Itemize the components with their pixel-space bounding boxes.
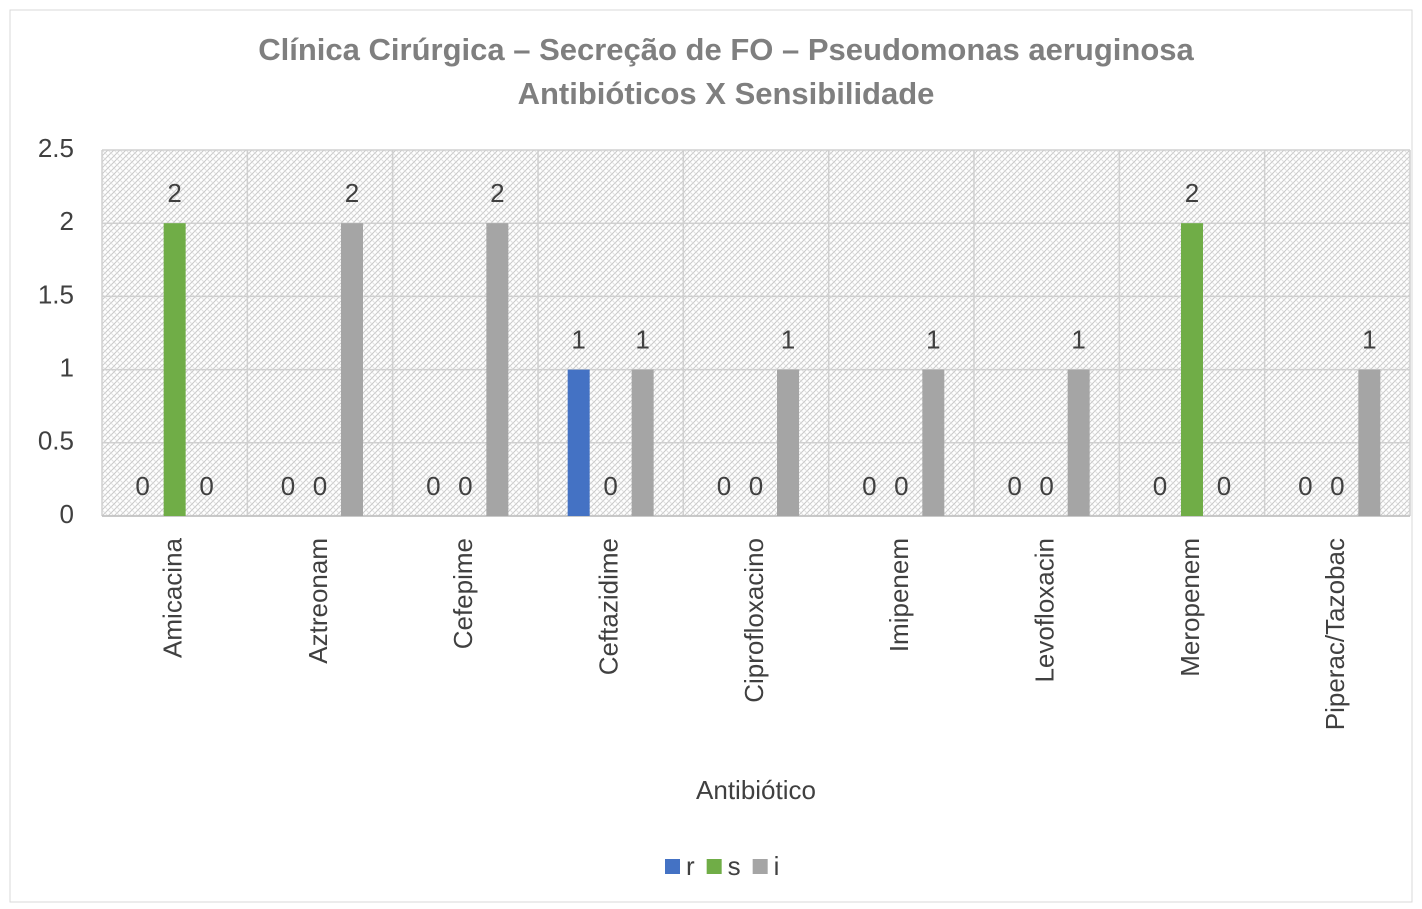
legend-label: s — [728, 851, 741, 881]
x-tick-label: Amicacina — [158, 537, 188, 657]
x-tick-label: Meropenem — [1175, 538, 1205, 677]
value-label: 1 — [635, 324, 649, 354]
value-label: 0 — [426, 471, 440, 501]
legend-swatch — [665, 859, 680, 874]
bar — [777, 369, 799, 516]
value-label: 1 — [1362, 324, 1376, 354]
value-label: 0 — [458, 471, 472, 501]
y-tick-label: 2 — [60, 206, 74, 236]
y-tick-label: 0.5 — [38, 426, 74, 456]
value-label: 1 — [1071, 324, 1085, 354]
legend-swatch — [752, 859, 768, 874]
legend-label: r — [686, 851, 695, 881]
x-tick-label: Aztreonam — [303, 538, 333, 664]
value-label: 0 — [749, 471, 763, 501]
value-label: 0 — [603, 471, 617, 501]
plot-area — [102, 150, 1410, 516]
value-label: 0 — [1007, 471, 1021, 501]
value-label: 0 — [199, 471, 213, 501]
bar — [486, 223, 509, 516]
bar — [1067, 369, 1090, 516]
y-tick-label: 0 — [60, 499, 74, 529]
legend-label: i — [774, 851, 780, 881]
x-tick-label: Imipenem — [884, 538, 914, 652]
value-label: 2 — [167, 178, 181, 208]
value-label: 2 — [345, 178, 359, 208]
value-label: 0 — [281, 471, 295, 501]
value-label: 0 — [862, 471, 876, 501]
value-label: 1 — [781, 324, 795, 354]
x-tick-label: Ceftazidime — [594, 538, 624, 675]
value-label: 0 — [1330, 471, 1344, 501]
y-tick-label: 1.5 — [38, 279, 74, 309]
y-tick-label: 2.5 — [38, 133, 74, 163]
value-label: 0 — [1039, 471, 1053, 501]
bar — [567, 369, 590, 516]
x-tick-label: Ciprofloxacino — [739, 538, 769, 703]
value-label: 0 — [1298, 471, 1312, 501]
value-label: 0 — [717, 471, 731, 501]
value-label: 2 — [490, 178, 504, 208]
value-label: 0 — [1217, 471, 1231, 501]
chart-title: Clínica Cirúrgica – Secreção de FO – Pse… — [258, 32, 1194, 67]
bar — [922, 369, 945, 516]
value-label: 1 — [926, 324, 940, 354]
bar — [1358, 369, 1381, 516]
y-tick-label: 1 — [60, 352, 74, 382]
bar — [163, 223, 186, 516]
x-tick-label: Levofloxacin — [1030, 538, 1060, 683]
x-tick-label: Piperac/Tazobac — [1320, 538, 1350, 730]
x-tick-label: Cefepime — [448, 538, 478, 649]
x-axis-title: Antibiótico — [696, 775, 816, 805]
chart-subtitle: Antibióticos X Sensibilidade — [518, 76, 935, 111]
value-label: 0 — [894, 471, 908, 501]
value-label: 2 — [1185, 178, 1199, 208]
bar — [631, 369, 654, 516]
bar — [341, 223, 363, 516]
value-label: 0 — [135, 471, 149, 501]
legend-swatch — [706, 859, 722, 874]
value-label: 0 — [313, 471, 327, 501]
value-label: 0 — [1153, 471, 1167, 501]
value-label: 1 — [571, 324, 585, 354]
bar — [1181, 223, 1203, 516]
